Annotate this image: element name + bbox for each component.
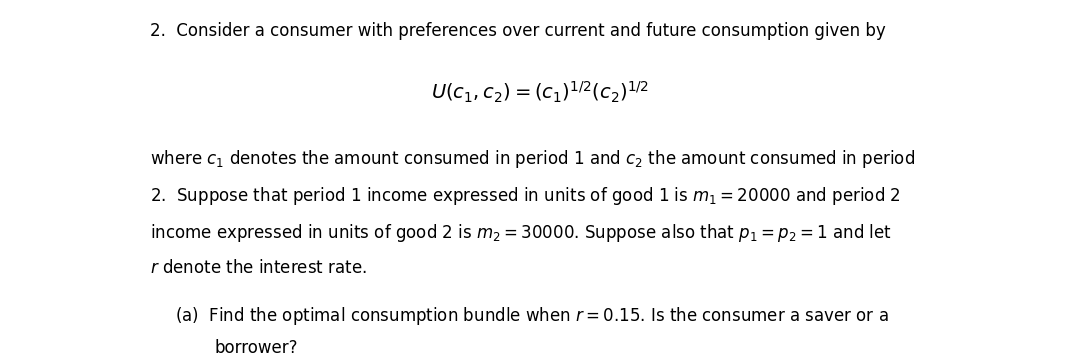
Text: (a)  Find the optimal consumption bundle when $r = 0.15$. Is the consumer a save: (a) Find the optimal consumption bundle … bbox=[175, 305, 889, 327]
Text: where $c_1$ denotes the amount consumed in period 1 and $c_2$ the amount consume: where $c_1$ denotes the amount consumed … bbox=[150, 148, 915, 170]
Text: income expressed in units of good 2 is $m_2 = 30000$. Suppose also that $p_1 = p: income expressed in units of good 2 is $… bbox=[150, 222, 892, 244]
Text: 2.  Suppose that period 1 income expressed in units of good 1 is $m_1 = 20000$ a: 2. Suppose that period 1 income expresse… bbox=[150, 185, 901, 207]
Text: $r$ denote the interest rate.: $r$ denote the interest rate. bbox=[150, 259, 367, 277]
Text: borrower?: borrower? bbox=[215, 339, 298, 357]
Text: $U(c_1, c_2) = (c_1)^{1/2}(c_2)^{1/2}$: $U(c_1, c_2) = (c_1)^{1/2}(c_2)^{1/2}$ bbox=[431, 80, 649, 105]
Text: 2.  Consider a consumer with preferences over current and future consumption giv: 2. Consider a consumer with preferences … bbox=[150, 22, 886, 40]
